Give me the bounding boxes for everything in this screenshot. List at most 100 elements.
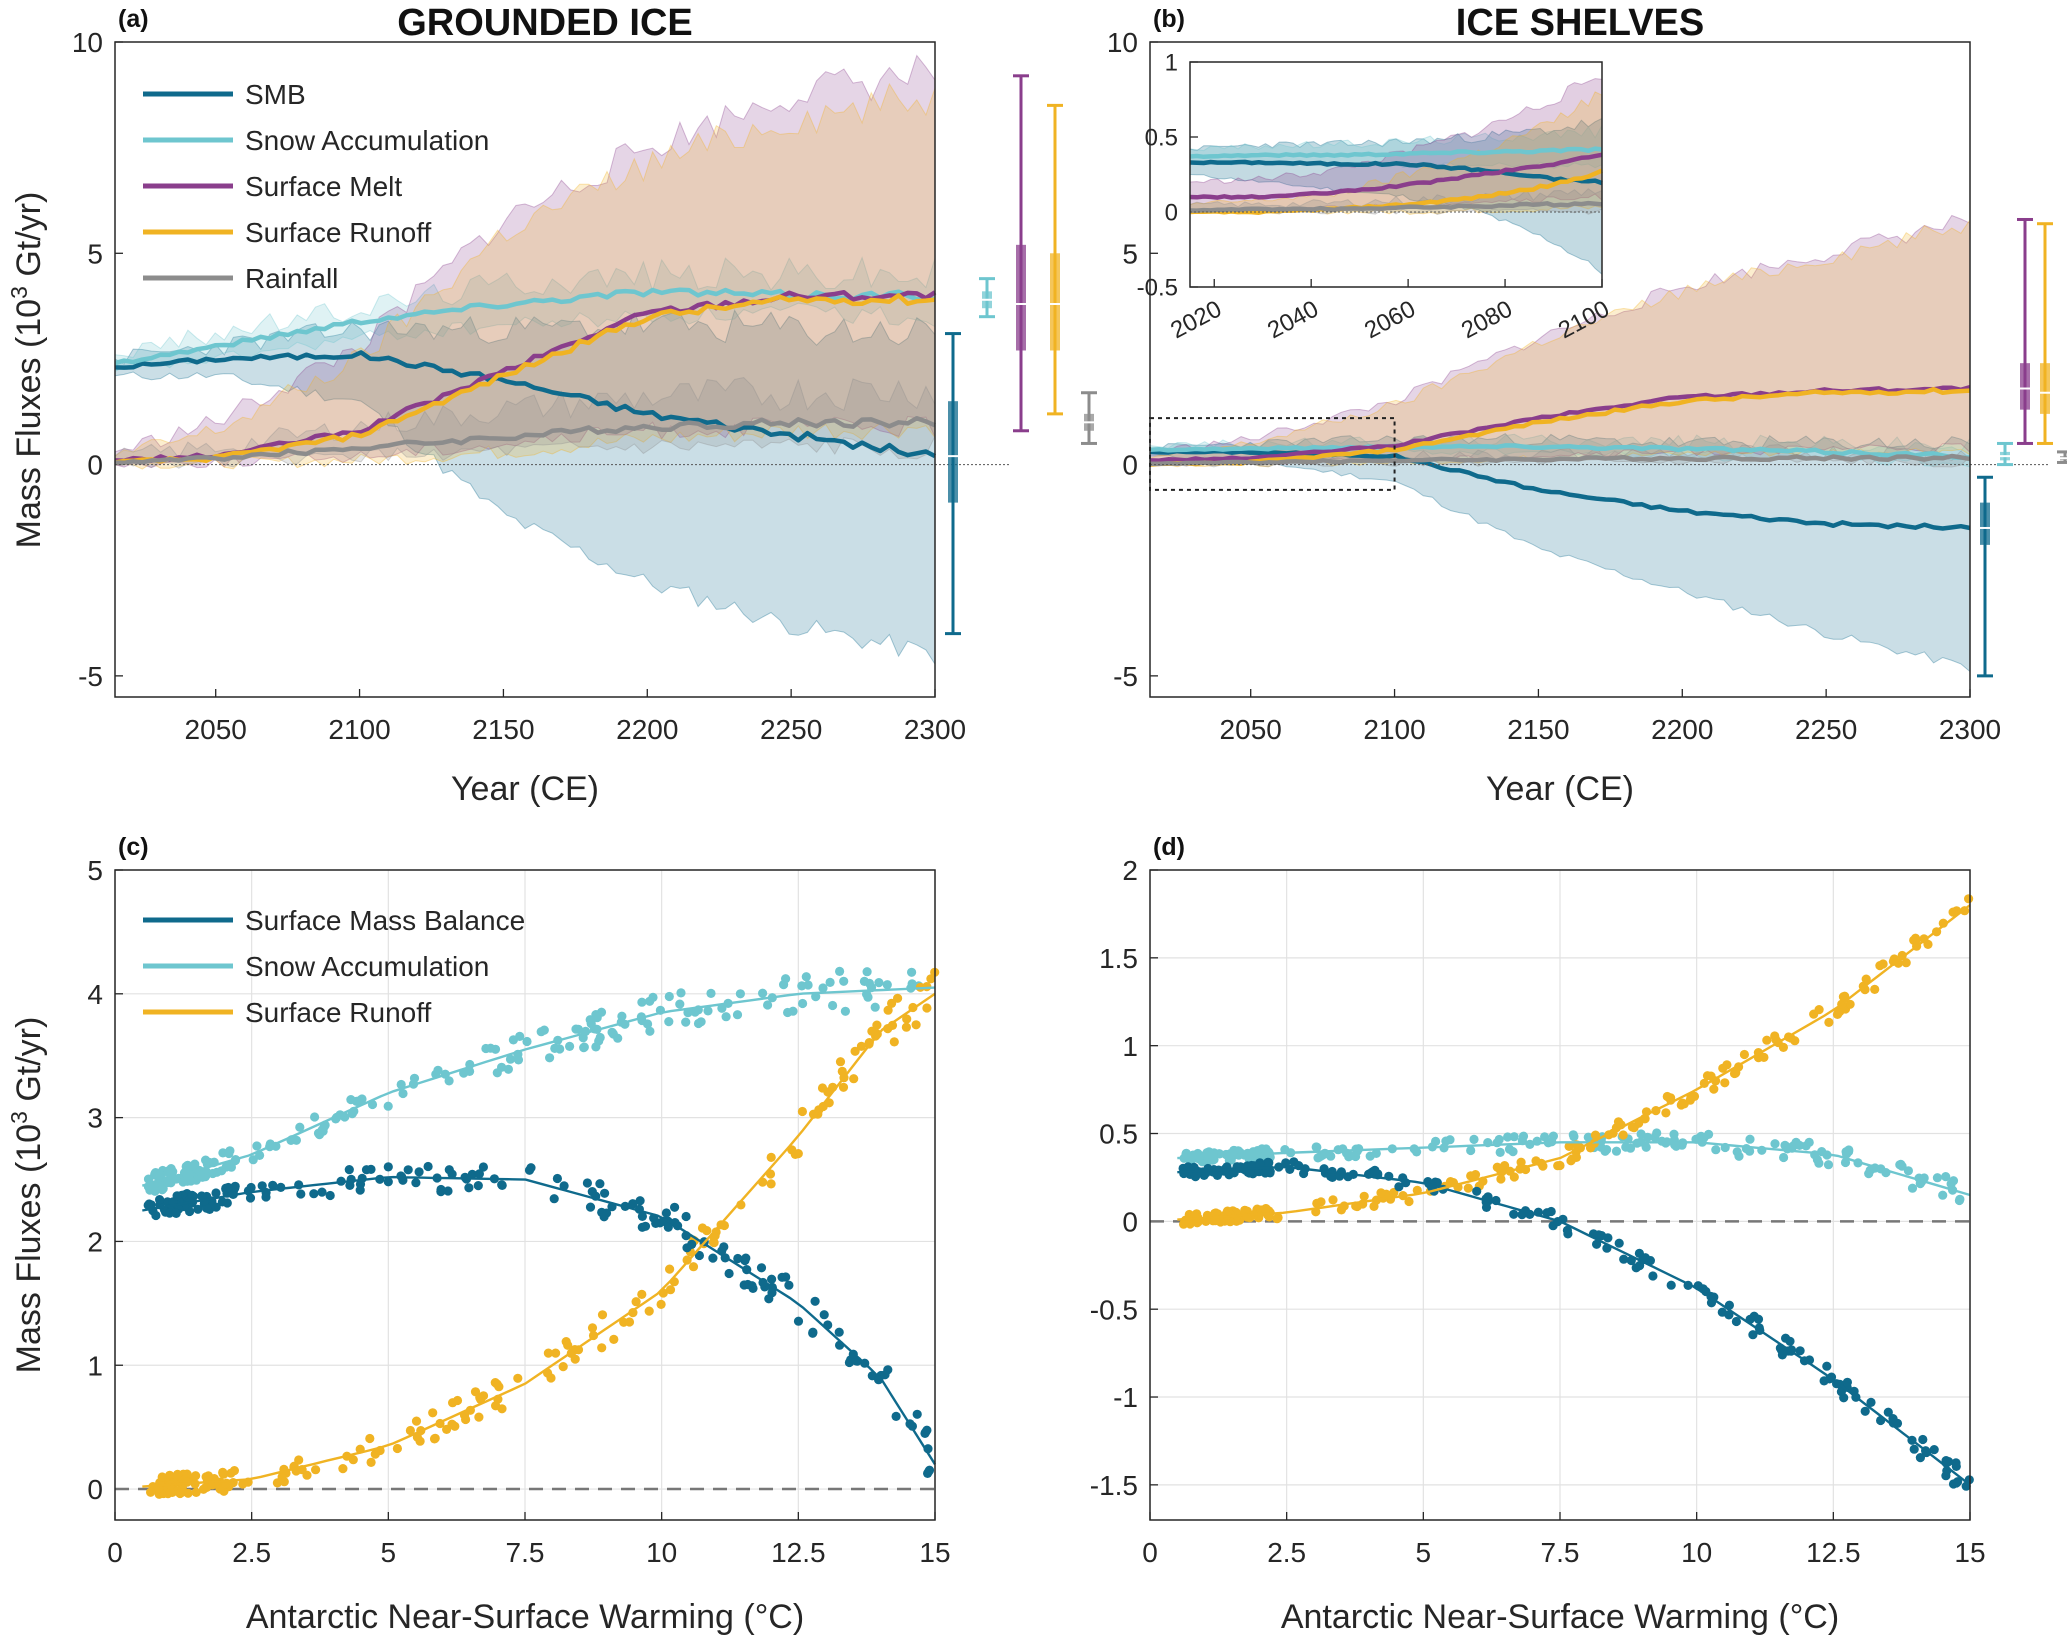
- data-point: [1838, 992, 1848, 1002]
- data-point: [664, 1017, 674, 1027]
- data-point: [513, 1055, 524, 1065]
- panel-a-x-tick-label: 2050: [185, 714, 247, 745]
- panel-a-x-tick-label: 2300: [904, 714, 966, 745]
- data-point: [756, 1263, 767, 1273]
- data-point: [872, 1020, 882, 1030]
- data-point: [190, 1159, 200, 1169]
- data-point: [675, 999, 685, 1009]
- data-point: [155, 1195, 165, 1205]
- panel-a-x-axis-label: Year (CE): [451, 770, 599, 808]
- data-point: [767, 1288, 777, 1298]
- panel-c-legend-label-surface-mass-balance: Surface Mass Balance: [245, 905, 525, 936]
- data-point: [708, 1253, 718, 1263]
- panel-a-x-tick-label: 2200: [616, 714, 678, 745]
- data-point: [1909, 1444, 1919, 1454]
- data-point: [1546, 1206, 1556, 1217]
- data-point: [585, 1202, 596, 1212]
- data-point: [839, 976, 849, 986]
- data-point: [409, 1073, 420, 1083]
- data-point: [1509, 1132, 1519, 1142]
- inset-line-snow-accumulation: [1189, 146, 1603, 160]
- panel-d-x-tick-label: 10: [1681, 1537, 1712, 1568]
- data-point: [887, 998, 897, 1009]
- panel-a-boxplot-surface-runoff: [1047, 103, 1063, 416]
- data-point: [922, 1003, 932, 1013]
- data-point: [777, 1272, 787, 1282]
- panel-a-line-surface-runoff: [114, 293, 936, 465]
- data-point: [864, 978, 875, 988]
- data-point: [1463, 1183, 1473, 1193]
- data-point: [191, 1487, 201, 1497]
- data-point: [1938, 918, 1948, 928]
- data-point: [1711, 1145, 1721, 1155]
- data-point: [552, 1173, 563, 1184]
- data-point: [157, 1472, 167, 1482]
- data-point: [850, 1046, 860, 1056]
- data-point: [261, 1192, 271, 1202]
- inset-line-surface-runoff: [1189, 168, 1603, 215]
- data-point: [1948, 907, 1958, 917]
- panel-a-legend-label-smb: SMB: [245, 79, 306, 110]
- data-point: [444, 1076, 454, 1086]
- data-point: [1509, 1209, 1519, 1219]
- data-point: [229, 1466, 239, 1476]
- panel-c-x-tick-label: 15: [919, 1537, 950, 1568]
- y-label-text: Gt/yr): [10, 192, 48, 286]
- data-point: [565, 1041, 575, 1051]
- boxplot-box: [2040, 363, 2050, 414]
- panel-c-y-tick-label: 5: [87, 855, 103, 886]
- data-point: [443, 1186, 453, 1196]
- panel-c-x-axis-label: Antarctic Near-Surface Warming (°C): [246, 1598, 804, 1636]
- data-point: [1369, 1201, 1379, 1211]
- data-point: [218, 1467, 228, 1477]
- data-point: [571, 1024, 581, 1034]
- panel-b-boxplot-rainfall: [2057, 450, 2067, 464]
- data-point: [550, 1043, 560, 1053]
- y-label-superscript: 3: [6, 1111, 32, 1124]
- data-point: [808, 1327, 818, 1337]
- data-point: [810, 1296, 820, 1306]
- data-point: [793, 1149, 803, 1159]
- inset-line-surface-melt: [1189, 152, 1603, 200]
- panel-d-y-tick-label: 2: [1122, 855, 1138, 886]
- data-point: [1709, 1084, 1719, 1094]
- data-point: [428, 1408, 438, 1418]
- data-point: [1640, 1253, 1650, 1263]
- data-point: [491, 1401, 501, 1411]
- panel-d-y-tick-label: 1: [1122, 1031, 1138, 1062]
- data-point: [1179, 1168, 1189, 1179]
- data-point: [309, 1189, 319, 1199]
- data-point: [1745, 1134, 1755, 1144]
- data-point: [223, 1182, 233, 1193]
- inset-y-tick-label: 1: [1165, 50, 1178, 77]
- data-point: [1722, 1060, 1732, 1070]
- panel-a-boxplot-rainfall: [1081, 391, 1097, 445]
- panel-b-zoom-box: [1149, 417, 1396, 491]
- data-point: [1901, 958, 1911, 968]
- panel-b-y-tick-label: 0: [1122, 450, 1138, 481]
- data-point: [863, 992, 873, 1002]
- panel-d-y-tick-label: -1.5: [1090, 1470, 1138, 1501]
- data-point: [798, 998, 808, 1009]
- data-point: [1770, 1139, 1780, 1149]
- data-point: [1823, 1160, 1834, 1170]
- data-point: [474, 1412, 484, 1422]
- data-point: [157, 1185, 167, 1195]
- data-point: [1883, 1407, 1893, 1417]
- data-point: [661, 1208, 672, 1218]
- data-point: [526, 1163, 536, 1173]
- data-point: [268, 1180, 278, 1190]
- data-point: [665, 1285, 676, 1295]
- data-point: [1181, 1148, 1191, 1158]
- data-point: [447, 1419, 457, 1429]
- data-point: [1564, 1141, 1574, 1151]
- panel-a-y-axis-label: Mass Fluxes (103 Gt/yr): [6, 192, 48, 549]
- data-point: [551, 1348, 561, 1358]
- data-point: [1896, 1159, 1906, 1169]
- data-point: [1932, 1173, 1942, 1183]
- data-point: [338, 1464, 348, 1474]
- data-point: [291, 1135, 301, 1145]
- data-point: [383, 1162, 393, 1172]
- data-point: [230, 1182, 240, 1192]
- panel-d: 0 2.5 5 7.5 10 12.5 15 -1.5 -1 -0.5 0 0.5 1 1.5 2 (d) An…: [1090, 833, 1986, 1636]
